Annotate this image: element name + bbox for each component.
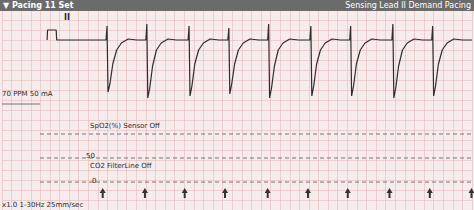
- svg-text:SpO2(%) Sensor Off: SpO2(%) Sensor Off: [90, 122, 160, 130]
- svg-text:▼ Pacing 11 Set: ▼ Pacing 11 Set: [3, 1, 74, 10]
- svg-text:CO2 FilterLine Off: CO2 FilterLine Off: [90, 162, 152, 170]
- svg-text:x1.0 1-30Hz 25mm/sec: x1.0 1-30Hz 25mm/sec: [2, 201, 83, 209]
- svg-text:0: 0: [92, 177, 96, 185]
- svg-text:50: 50: [86, 152, 95, 160]
- svg-text:Sensing Lead II Demand Pacing: Sensing Lead II Demand Pacing: [345, 1, 471, 10]
- svg-text:II: II: [64, 13, 70, 22]
- svg-text:70 PPM 50 mA: 70 PPM 50 mA: [2, 90, 53, 98]
